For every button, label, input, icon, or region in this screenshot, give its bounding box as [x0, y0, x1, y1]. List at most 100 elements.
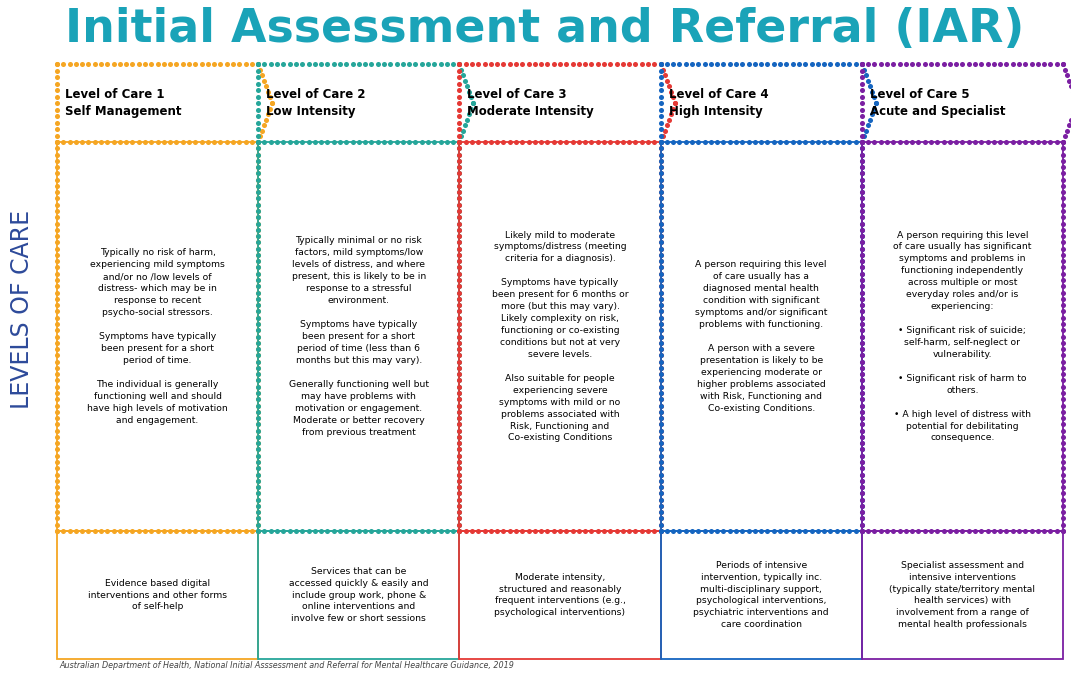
Point	[388, 526, 405, 536]
Point	[250, 438, 267, 449]
Point	[250, 312, 267, 323]
Point	[350, 526, 367, 536]
Point	[660, 81, 677, 92]
Point	[734, 136, 751, 147]
Point	[1055, 58, 1071, 69]
Point	[451, 369, 468, 380]
Point	[972, 136, 990, 147]
Point	[451, 513, 468, 524]
Bar	[459, 142, 661, 531]
Point	[854, 231, 871, 242]
Point	[451, 155, 468, 166]
Point	[451, 456, 468, 467]
Point	[1036, 58, 1053, 69]
Point	[1055, 281, 1071, 292]
Point	[1055, 136, 1071, 147]
Point	[854, 419, 871, 430]
Point	[453, 64, 470, 75]
Point	[254, 70, 271, 81]
Point	[854, 375, 871, 386]
Point	[992, 58, 1009, 69]
Point	[652, 281, 669, 292]
Point	[451, 293, 468, 304]
Point	[250, 344, 267, 354]
Point	[652, 268, 669, 279]
Point	[451, 431, 468, 442]
Point	[885, 136, 902, 147]
Point	[193, 136, 210, 147]
Point	[854, 438, 871, 449]
Point	[48, 175, 65, 185]
Point	[558, 526, 575, 536]
Point	[48, 526, 65, 536]
Point	[860, 136, 877, 147]
Point	[954, 58, 971, 69]
Point	[803, 526, 820, 536]
Point	[576, 526, 593, 536]
Point	[941, 526, 959, 536]
Point	[48, 438, 65, 449]
Point	[558, 58, 575, 69]
Point	[48, 136, 65, 147]
Point	[269, 58, 286, 69]
Point	[451, 388, 468, 399]
Bar	[57, 142, 258, 531]
Point	[181, 526, 198, 536]
Point	[854, 526, 871, 536]
Point	[80, 58, 97, 69]
Point	[250, 293, 267, 304]
Point	[652, 136, 669, 147]
Point	[652, 162, 669, 172]
Point	[451, 181, 468, 191]
Point	[451, 71, 468, 82]
Point	[854, 463, 871, 474]
Point	[48, 111, 65, 122]
Point	[790, 58, 808, 69]
Point	[451, 231, 468, 242]
Point	[666, 98, 683, 109]
Point	[48, 58, 65, 69]
Point	[860, 58, 877, 69]
Point	[118, 526, 135, 536]
Point	[771, 58, 788, 69]
Point	[250, 65, 267, 76]
Point	[55, 526, 72, 536]
Point	[1010, 526, 1027, 536]
Point	[854, 406, 871, 417]
Point	[394, 136, 411, 147]
Point	[218, 136, 236, 147]
Point	[250, 256, 267, 267]
Text: Moderate intensity,
structured and reasonably
frequent interventions (e.g.,
psyc: Moderate intensity, structured and reaso…	[495, 572, 625, 617]
Point	[652, 350, 669, 361]
Point	[854, 71, 871, 82]
Point	[263, 98, 281, 109]
Point	[652, 231, 669, 242]
Point	[922, 136, 939, 147]
Point	[1055, 438, 1071, 449]
Point	[250, 193, 267, 204]
Point	[250, 58, 267, 69]
Point	[48, 331, 65, 342]
Point	[1055, 519, 1071, 530]
Point	[451, 456, 468, 467]
Point	[250, 463, 267, 474]
Text: Evidence based digital
interventions and other forms
of self-help: Evidence based digital interventions and…	[88, 579, 227, 612]
Point	[854, 155, 871, 166]
Point	[451, 168, 468, 179]
Point	[652, 200, 669, 210]
Point	[250, 218, 267, 229]
Point	[652, 444, 669, 455]
Point	[1055, 256, 1071, 267]
Point	[1067, 92, 1071, 103]
Point	[652, 262, 669, 273]
Point	[136, 58, 153, 69]
Point	[1055, 419, 1071, 430]
Point	[250, 274, 267, 285]
Point	[771, 526, 788, 536]
Point	[627, 526, 644, 536]
Point	[854, 249, 871, 260]
Point	[476, 58, 493, 69]
Point	[1055, 331, 1071, 342]
Point	[250, 494, 267, 505]
Point	[48, 256, 65, 267]
